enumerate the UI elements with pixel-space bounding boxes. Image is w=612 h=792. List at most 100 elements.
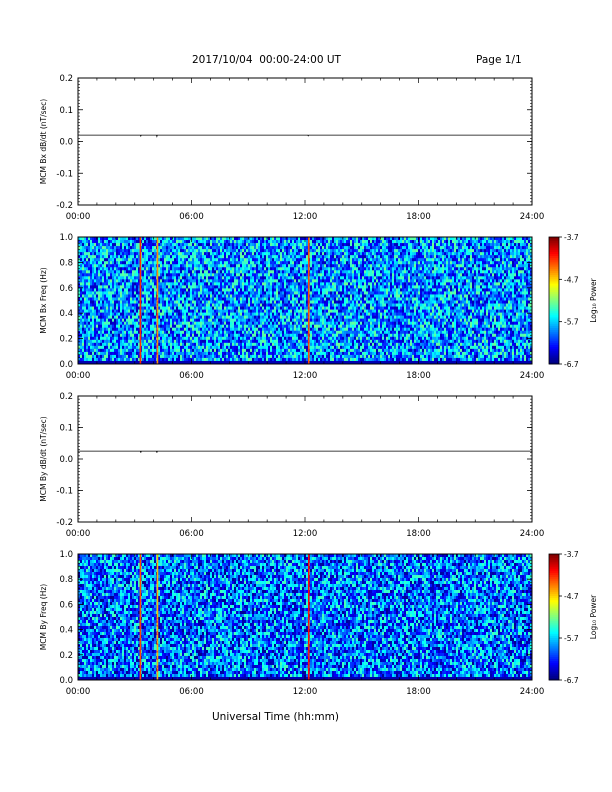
spectrogram-cell [282,291,285,295]
spectrogram-cell [280,258,283,262]
spectrogram-cell [194,333,197,338]
spectrogram-cell [164,357,167,362]
spectrogram-cell [226,324,229,329]
spectrogram-cell [132,261,135,265]
spectrogram-cell [262,261,265,265]
spectrogram-cell [112,288,115,292]
spectrogram-cell [90,252,93,256]
spectrogram-cell [244,249,247,253]
spectrogram-cell [188,345,191,350]
spectrogram-cell [96,297,99,301]
spectrogram-cell [236,330,239,335]
spectrogram-cell [160,315,163,319]
spectrogram-cell [146,279,149,283]
spectrogram-cell [112,285,115,289]
spectrogram-cell [116,303,119,307]
spectrogram-cell [146,294,149,298]
spectrogram-cell [82,348,85,353]
spectrogram-cell [266,324,269,329]
spectrogram-cell [216,306,219,310]
series-line-bx_dbdt [78,134,532,138]
spectrogram-cell [100,342,103,347]
spectrogram-cell [120,237,123,241]
spectrogram-cell [86,291,89,295]
spectrogram-cell [252,261,255,265]
spectrogram-cell [108,279,111,283]
spectrogram-cell [216,237,219,241]
spectrogram-cell [184,342,187,347]
spectrogram-cell [110,258,113,262]
spectrogram-cell [238,333,241,338]
spectrogram-cell [234,267,237,271]
spectrogram-cell [122,345,125,350]
spectrogram-cell [204,336,207,341]
spectrogram-cell [226,297,229,301]
spectrogram-cell [96,288,99,292]
spectrogram-cell [198,354,201,359]
spectrogram-cell [184,288,187,292]
spectrogram-cell [208,333,211,338]
spectrogram-cell [254,336,257,341]
spectrogram-cell [188,246,191,250]
spectrogram-cell [304,297,307,301]
spectrogram-cell [294,357,297,362]
spectrogram-cell [172,261,175,265]
spectrogram-cell [148,333,151,338]
spectrogram-cell [94,243,97,247]
spectrogram-cell [168,294,171,298]
spectrogram-cell [126,252,129,256]
spectrogram-cell [172,345,175,350]
spectrogram-cell [268,306,271,310]
spectrogram-cell [186,252,189,256]
spectrogram-cell [274,255,277,259]
spectrogram-cell [152,249,155,253]
spectrogram-cell [290,279,293,283]
spectrogram-cell [106,279,109,283]
spectrogram-cell [242,330,245,335]
spectrogram-cell [152,312,155,316]
spectrogram-cell [230,246,233,250]
spectrogram-cell [202,285,205,289]
spectrogram-cell [118,255,121,259]
spectrogram-cell [208,243,211,247]
spectrogram-cell [152,258,155,262]
spectrogram-cell [280,246,283,250]
spectrogram-cell [90,318,93,323]
spectrogram-cell [146,240,149,244]
spectrogram-cell [158,321,161,326]
spectrogram-cell [164,315,167,319]
spectrogram-cell [146,249,149,253]
spectrogram-cell [96,330,99,335]
spectrogram-cell [174,237,177,241]
spectrogram-cell [234,249,237,253]
spectrogram-cell [226,237,229,241]
spectrogram-cell [292,237,295,241]
spectrogram-cell [94,312,97,316]
spectrogram-cell [232,312,235,316]
spectrogram-cell [240,243,243,247]
spectrogram-cell [246,258,249,262]
spectrogram-cell [168,336,171,341]
spectrogram-cell [136,306,139,310]
spectrogram-cell [246,276,249,280]
spectrogram-cell [186,243,189,247]
spectrogram-cell [294,354,297,359]
spectrogram-cell [128,306,131,310]
spectrogram-cell [200,279,203,283]
spectrogram-cell [214,255,217,259]
spectrogram-cell [304,279,307,283]
spectrogram-cell [242,309,245,313]
spectrogram-cell [284,279,287,283]
spectrogram-cell [142,294,145,298]
spectrogram-cell [286,303,289,307]
spectrogram-cell [294,336,297,341]
spectrogram-cell [218,285,221,289]
spectrogram-cell [276,282,279,286]
spectrogram-cell [290,306,293,310]
spectrogram-cell [164,360,167,365]
spectrogram-cell [126,318,129,323]
spectrogram-cell [170,288,173,292]
spectrogram-cell [296,357,299,362]
spectrogram-cell [270,255,273,259]
spectrogram-cell [280,288,283,292]
